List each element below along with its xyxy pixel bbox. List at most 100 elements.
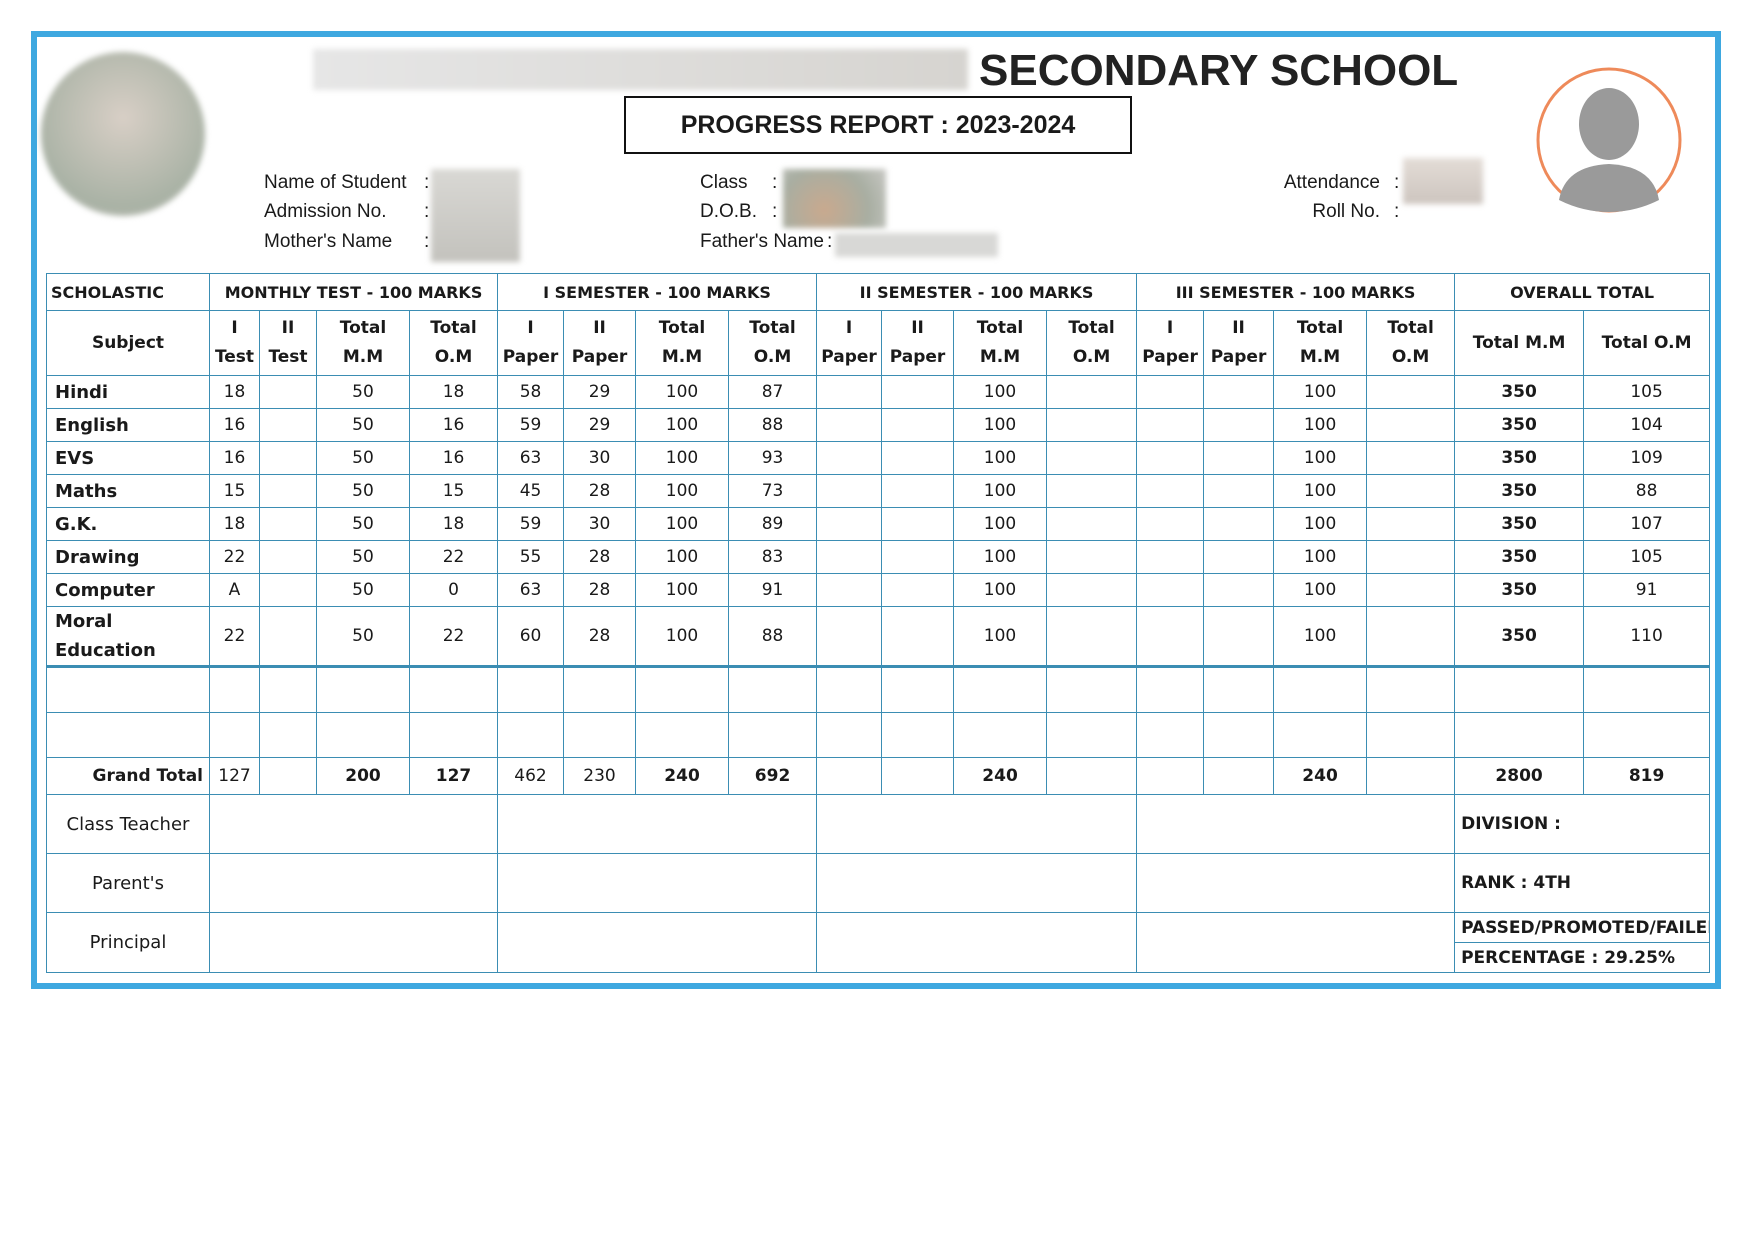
- mark-cell: 100: [635, 606, 730, 668]
- total-cell: [1203, 757, 1275, 795]
- subject-name: Maths: [46, 474, 210, 508]
- mark-cell: [881, 606, 955, 668]
- signature-space: [1136, 853, 1456, 913]
- group-header: SCHOLASTIC: [46, 273, 210, 311]
- group-header-row: SCHOLASTIC MONTHLY TEST - 100 MARKS I SEME…: [46, 273, 1711, 311]
- mark-cell: 16: [408, 408, 499, 442]
- blank-cell: [1366, 666, 1456, 713]
- blank-cell: [259, 712, 317, 758]
- field-separator: :: [424, 231, 430, 252]
- mark-cell: 350: [1454, 606, 1585, 668]
- mark-cell: 50: [316, 606, 410, 668]
- mark-cell: 100: [635, 507, 730, 541]
- redacted-value: [1403, 158, 1483, 204]
- mark-cell: 88: [728, 408, 818, 442]
- mark-cell: [1136, 540, 1205, 574]
- total-cell: 240: [1273, 757, 1368, 795]
- mark-cell: [881, 507, 955, 541]
- mark-cell: 100: [1273, 573, 1368, 607]
- sub-header: II Paper: [563, 310, 637, 376]
- subject-row: Computer A 50 0 63 28 100 91 100 100 350 91: [46, 573, 1711, 607]
- signature-row: Class Teacher DIVISION :: [46, 794, 1711, 854]
- sub-header: I Paper: [816, 310, 883, 376]
- group-header: MONTHLY TEST - 100 MARKS: [208, 273, 499, 311]
- mark-cell: 91: [1583, 573, 1711, 607]
- total-cell: [816, 757, 883, 795]
- signature-row: Parent's RANK : 4TH: [46, 853, 1711, 913]
- mark-cell: [881, 474, 955, 508]
- blank-cell: [316, 666, 410, 713]
- mark-cell: 100: [953, 606, 1048, 668]
- mark-cell: 105: [1583, 540, 1711, 574]
- blank-cell: [259, 666, 317, 713]
- mark-cell: [259, 540, 317, 574]
- blank-cell: [816, 712, 883, 758]
- blank-cell: [1136, 666, 1205, 713]
- mark-cell: [1203, 606, 1275, 668]
- mark-cell: 104: [1583, 408, 1711, 442]
- avatar-body: [1559, 164, 1659, 212]
- subject-name: G.K.: [46, 507, 210, 541]
- sub-header: Total M.M: [635, 310, 730, 376]
- signature-row: Principal PASSED/PROMOTED/FAILED: [46, 912, 1711, 973]
- signature-row: PERCENTAGE : 29.25%: [47, 942, 1711, 973]
- mark-cell: [1046, 573, 1138, 607]
- blank-cell: [408, 666, 499, 713]
- mark-cell: [1203, 573, 1275, 607]
- result-cell: PERCENTAGE : 29.25%: [1454, 942, 1711, 973]
- field-label: Mother's Name: [264, 231, 393, 252]
- mark-cell: A: [209, 573, 260, 607]
- mark-cell: [1203, 408, 1275, 442]
- signature-space: [208, 912, 499, 973]
- mark-cell: 100: [953, 375, 1048, 409]
- mark-cell: [816, 474, 883, 508]
- blank-cell: [953, 666, 1048, 713]
- total-cell: 2800: [1454, 757, 1585, 795]
- mark-cell: 100: [635, 441, 730, 475]
- total-cell: 230: [563, 757, 637, 795]
- signature-space: [816, 853, 1138, 913]
- mark-cell: 50: [316, 474, 410, 508]
- group-header: OVERALL TOTAL: [1454, 273, 1711, 311]
- blank-cell: [46, 712, 210, 758]
- mark-cell: 59: [497, 408, 565, 442]
- sub-header: Total M.M: [953, 310, 1048, 376]
- total-cell: 240: [635, 757, 730, 795]
- mark-cell: 60: [497, 606, 565, 668]
- mark-cell: [816, 507, 883, 541]
- field-separator: :: [772, 201, 778, 222]
- mark-cell: 100: [635, 573, 730, 607]
- subject-name: Drawing: [46, 540, 210, 574]
- sub-header: Total O.M: [1046, 310, 1138, 376]
- mark-cell: 100: [1273, 507, 1368, 541]
- signature-label: Principal: [46, 912, 210, 973]
- mark-cell: 350: [1454, 474, 1585, 508]
- mark-cell: [1366, 375, 1456, 409]
- mark-cell: 93: [728, 441, 818, 475]
- mark-cell: 105: [1583, 375, 1711, 409]
- mark-cell: 100: [953, 507, 1048, 541]
- mark-cell: 30: [563, 441, 637, 475]
- sub-header: Total O.M: [728, 310, 818, 376]
- field-separator: :: [772, 172, 778, 193]
- blank-cell: [635, 712, 730, 758]
- mark-cell: 350: [1454, 540, 1585, 574]
- mark-cell: [1366, 507, 1456, 541]
- blank-cell: [881, 666, 955, 713]
- mark-cell: 0: [408, 573, 499, 607]
- subject-name: English: [46, 408, 210, 442]
- mark-cell: 59: [497, 507, 565, 541]
- sub-header: Total O.M: [1366, 310, 1456, 376]
- mark-cell: 22: [408, 606, 499, 668]
- mark-cell: 18: [408, 507, 499, 541]
- blank-cell: [563, 712, 637, 758]
- blank-cell: [1583, 712, 1711, 758]
- mark-cell: [259, 474, 317, 508]
- mark-cell: [1203, 507, 1275, 541]
- total-cell: [1136, 757, 1205, 795]
- school-logo: [41, 52, 205, 216]
- sub-header: II Paper: [881, 310, 955, 376]
- field-separator: :: [424, 201, 430, 222]
- mark-cell: 100: [1273, 474, 1368, 508]
